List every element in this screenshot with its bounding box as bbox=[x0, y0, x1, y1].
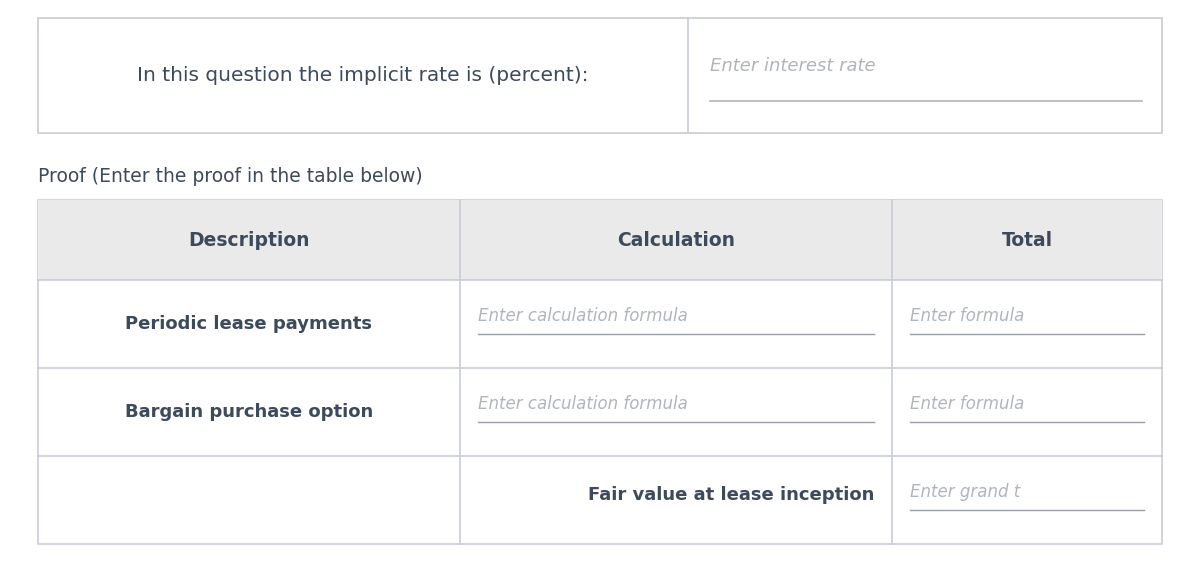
Text: Total: Total bbox=[1002, 231, 1052, 249]
Text: Enter formula: Enter formula bbox=[911, 307, 1025, 325]
Bar bbox=[38, 200, 1162, 544]
Text: Calculation: Calculation bbox=[617, 231, 734, 249]
Text: Description: Description bbox=[188, 231, 310, 249]
Text: Periodic lease payments: Periodic lease payments bbox=[125, 315, 372, 333]
Text: Proof (Enter the proof in the table below): Proof (Enter the proof in the table belo… bbox=[38, 168, 422, 187]
Text: Enter formula: Enter formula bbox=[911, 395, 1025, 413]
Bar bbox=[38, 18, 1162, 133]
Text: Enter interest rate: Enter interest rate bbox=[709, 58, 875, 76]
Text: Enter calculation formula: Enter calculation formula bbox=[478, 307, 688, 325]
Text: Bargain purchase option: Bargain purchase option bbox=[125, 403, 373, 421]
Text: Fair value at lease inception: Fair value at lease inception bbox=[588, 486, 875, 504]
Bar bbox=[38, 200, 1162, 280]
Text: Enter calculation formula: Enter calculation formula bbox=[478, 395, 688, 413]
Text: In this question the implicit rate is (percent):: In this question the implicit rate is (p… bbox=[137, 66, 588, 85]
Text: Enter grand t: Enter grand t bbox=[911, 483, 1020, 501]
